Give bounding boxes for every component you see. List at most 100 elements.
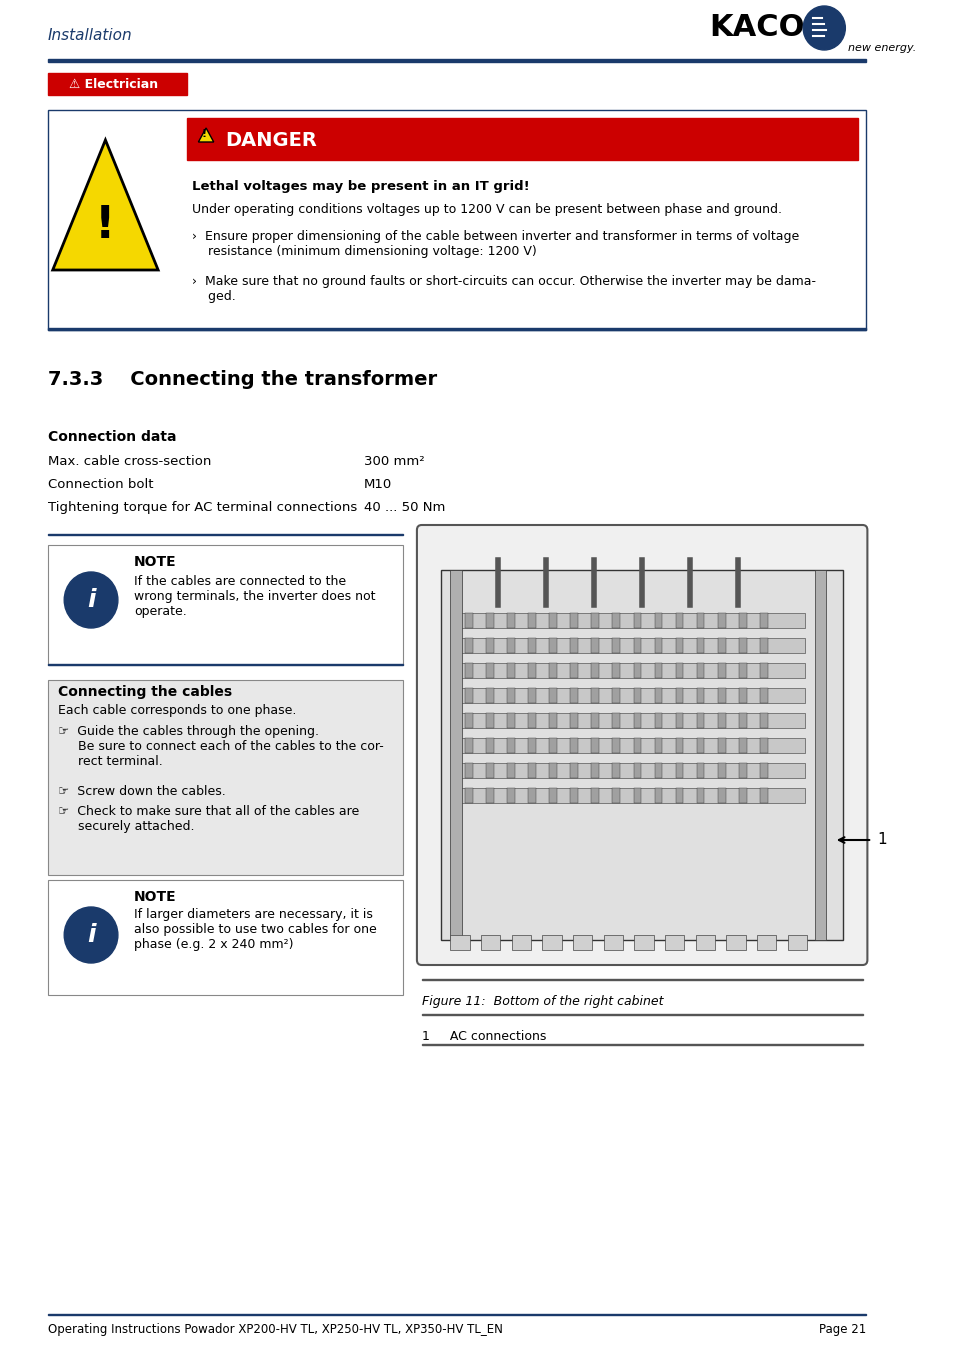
Bar (450, 570, 461, 940)
Text: ☞  Check to make sure that all of the cables are
     securely attached.: ☞ Check to make sure that all of the cab… (57, 805, 358, 833)
Bar (696, 738, 703, 753)
Bar (570, 663, 578, 678)
Text: ›  Ensure proper dimensioning of the cable between inverter and transformer in t: › Ensure proper dimensioning of the cabl… (192, 230, 798, 258)
Text: Installation: Installation (48, 27, 132, 42)
Text: Under operating conditions voltages up to 1200 V can be present between phase an: Under operating conditions voltages up t… (192, 202, 781, 216)
Bar (633, 713, 640, 728)
Bar (464, 763, 472, 778)
Bar (485, 663, 493, 678)
Bar (696, 688, 703, 703)
Bar (48, 109, 865, 329)
Bar (48, 73, 187, 95)
Bar (612, 738, 619, 753)
Text: Connection data: Connection data (48, 431, 176, 444)
Bar (464, 613, 472, 628)
Bar (542, 936, 561, 950)
Bar (633, 613, 640, 628)
Bar (634, 936, 653, 950)
Bar (603, 936, 622, 950)
Bar (506, 713, 514, 728)
Bar (506, 663, 514, 678)
Bar (506, 688, 514, 703)
Bar (485, 613, 493, 628)
Bar (760, 713, 767, 728)
Bar (528, 663, 536, 678)
Bar (757, 936, 776, 950)
Text: NOTE: NOTE (134, 555, 176, 568)
Bar (549, 788, 557, 803)
Bar (549, 763, 557, 778)
Bar (570, 713, 578, 728)
Bar (739, 788, 746, 803)
Bar (675, 663, 682, 678)
Text: 1     AC connections: 1 AC connections (421, 1030, 545, 1044)
Bar (464, 788, 472, 803)
Text: i: i (87, 589, 95, 612)
Bar (654, 763, 661, 778)
Bar (459, 788, 804, 803)
Bar (675, 763, 682, 778)
Bar (570, 788, 578, 803)
Text: M10: M10 (364, 478, 392, 491)
Bar (760, 663, 767, 678)
Circle shape (802, 5, 844, 50)
Bar (717, 663, 725, 678)
Bar (591, 688, 598, 703)
Bar (480, 936, 499, 950)
Bar (549, 639, 557, 653)
Bar (591, 663, 598, 678)
Bar (654, 788, 661, 803)
FancyBboxPatch shape (416, 525, 866, 965)
Bar (549, 663, 557, 678)
Bar (528, 788, 536, 803)
Bar (485, 763, 493, 778)
Bar (464, 663, 472, 678)
Text: Page 21: Page 21 (819, 1323, 865, 1336)
Bar (814, 570, 825, 940)
Bar (739, 763, 746, 778)
Bar (48, 680, 402, 875)
Bar (717, 738, 725, 753)
Bar (459, 639, 804, 653)
Bar (528, 713, 536, 728)
Bar (654, 713, 661, 728)
Bar (450, 936, 469, 950)
Bar (739, 613, 746, 628)
Bar (760, 788, 767, 803)
Bar (549, 688, 557, 703)
Bar (675, 688, 682, 703)
Text: Figure 11:  Bottom of the right cabinet: Figure 11: Bottom of the right cabinet (421, 995, 662, 1008)
Bar (717, 639, 725, 653)
Bar (570, 639, 578, 653)
Bar (675, 713, 682, 728)
Bar (612, 788, 619, 803)
Bar (459, 613, 804, 628)
Text: ☞  Screw down the cables.: ☞ Screw down the cables. (57, 784, 225, 798)
Text: 40 ... 50 Nm: 40 ... 50 Nm (364, 501, 445, 514)
Bar (48, 59, 865, 62)
Bar (48, 328, 865, 329)
Bar (464, 688, 472, 703)
Bar (459, 713, 804, 728)
Text: 7.3.3    Connecting the transformer: 7.3.3 Connecting the transformer (48, 370, 436, 389)
Bar (549, 738, 557, 753)
Bar (464, 639, 472, 653)
Bar (570, 613, 578, 628)
Bar (464, 713, 472, 728)
Bar (528, 738, 536, 753)
Text: Connecting the cables: Connecting the cables (57, 684, 232, 699)
Bar (485, 788, 493, 803)
Bar (760, 613, 767, 628)
Bar (717, 613, 725, 628)
Text: 1: 1 (876, 833, 885, 848)
Bar (633, 738, 640, 753)
Text: 300 mm²: 300 mm² (364, 455, 424, 468)
Bar (612, 713, 619, 728)
Text: Lethal voltages may be present in an IT grid!: Lethal voltages may be present in an IT … (192, 180, 529, 193)
Bar (739, 663, 746, 678)
Text: ☞  Guide the cables through the opening.
     Be sure to connect each of the cab: ☞ Guide the cables through the opening. … (57, 725, 383, 768)
Bar (726, 936, 745, 950)
Bar (187, 117, 857, 161)
Bar (760, 738, 767, 753)
Bar (528, 613, 536, 628)
